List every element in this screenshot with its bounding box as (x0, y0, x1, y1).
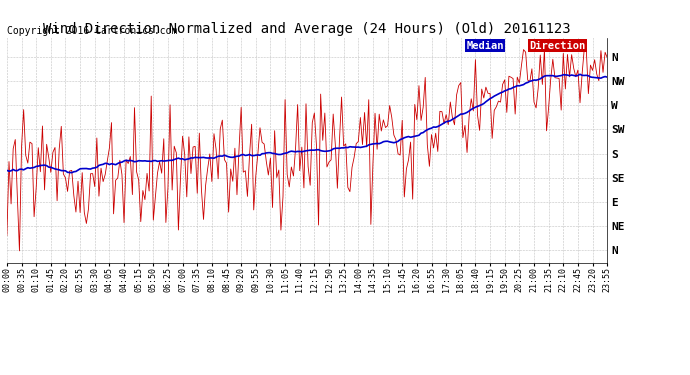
Text: Copyright 2016 Cartronics.com: Copyright 2016 Cartronics.com (7, 26, 177, 36)
Text: Median: Median (466, 41, 504, 51)
Text: Direction: Direction (529, 41, 585, 51)
Title: Wind Direction Normalized and Average (24 Hours) (Old) 20161123: Wind Direction Normalized and Average (2… (43, 22, 571, 36)
